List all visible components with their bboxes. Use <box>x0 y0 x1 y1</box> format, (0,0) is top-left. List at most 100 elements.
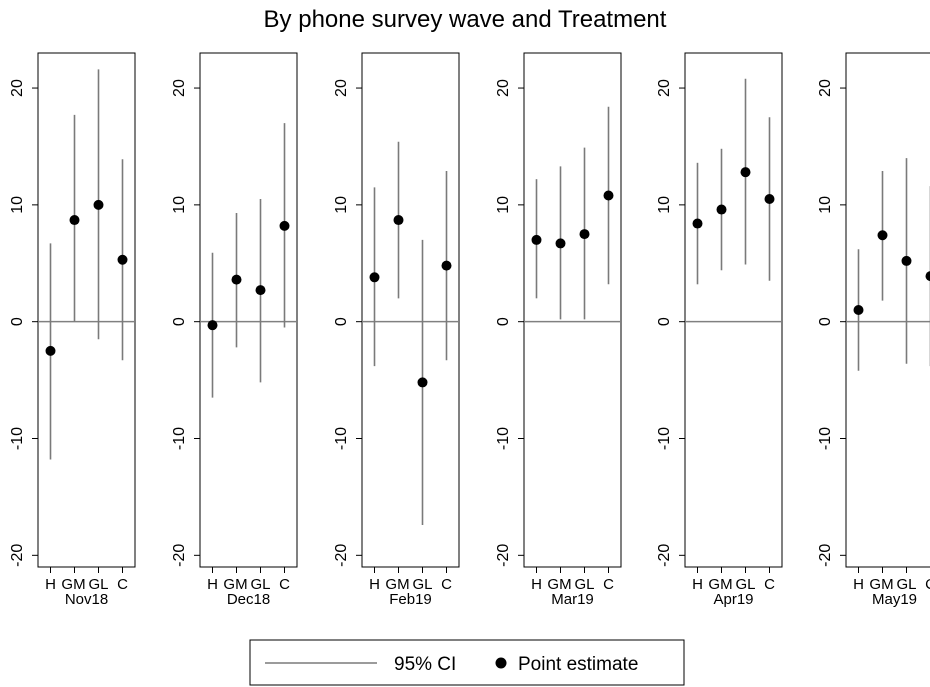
x-tick-label: GL <box>412 576 432 593</box>
x-tick-label: GL <box>250 576 270 593</box>
x-tick-label: GM <box>547 576 571 593</box>
x-tick-label: GL <box>896 576 916 593</box>
y-tick-label: 0 <box>817 317 834 326</box>
y-tick-label: 10 <box>171 196 188 214</box>
y-tick-label: 0 <box>333 317 350 326</box>
wave-label: Dec18 <box>227 591 270 608</box>
y-tick-label: 20 <box>9 79 26 97</box>
point-estimate <box>692 218 703 229</box>
point-estimate <box>417 377 428 388</box>
x-tick-label: C <box>925 576 930 593</box>
y-tick-label: 20 <box>656 79 673 97</box>
y-tick-label: -20 <box>171 544 188 567</box>
point-estimate <box>877 230 888 241</box>
panel-mar19: 20 10 0 -10 -20 H GM GL C Mar19 <box>495 52 622 608</box>
panel-feb19: 20 10 0 -10 -20 H GM GL C Feb19 <box>333 52 460 608</box>
y-tick-label: 0 <box>495 317 512 326</box>
point-estimate <box>93 199 104 210</box>
panel-frame <box>684 52 783 568</box>
x-tick-label: C <box>603 576 614 593</box>
legend-point-label: Point estimate <box>518 654 638 675</box>
point-estimate <box>393 215 404 226</box>
y-tick-label: 10 <box>9 196 26 214</box>
panel-frame <box>523 52 622 568</box>
wave-label: Feb19 <box>389 591 432 608</box>
wave-label: Mar19 <box>551 591 594 608</box>
y-tick-label: -10 <box>656 427 673 450</box>
x-tick-label: GL <box>574 576 594 593</box>
x-tick-label: GL <box>88 576 108 593</box>
y-tick-label: -20 <box>333 544 350 567</box>
y-tick-label: -10 <box>495 427 512 450</box>
y-tick-label: 0 <box>171 317 188 326</box>
panel-apr19: 20 10 0 -10 -20 H GM GL C Apr19 <box>656 52 783 608</box>
x-tick-label: H <box>45 576 56 593</box>
panel-frame <box>845 52 930 568</box>
x-tick-label: GM <box>61 576 85 593</box>
y-tick-label: 0 <box>9 317 26 326</box>
point-estimate <box>369 272 380 283</box>
y-tick-label: 20 <box>171 79 188 97</box>
point-estimate <box>531 234 542 245</box>
x-tick-label: H <box>531 576 542 593</box>
point-estimate <box>740 167 751 178</box>
wave-label: May19 <box>872 591 917 608</box>
panel-nov18: 20 10 0 -10 -20 H GM GL C Nov18 <box>9 52 136 608</box>
y-tick-label: 0 <box>656 317 673 326</box>
wave-label: Apr19 <box>713 591 753 608</box>
panel-dec18: 20 10 0 -10 -20 H GM GL C Dec18 <box>171 52 298 608</box>
y-tick-label: -10 <box>171 427 188 450</box>
x-tick-label: GM <box>708 576 732 593</box>
x-tick-label: GM <box>869 576 893 593</box>
y-tick-label: 10 <box>495 196 512 214</box>
point-estimate <box>279 220 290 231</box>
point-estimate <box>853 305 864 315</box>
y-tick-label: 10 <box>333 196 350 214</box>
y-tick-label: -20 <box>656 544 673 567</box>
x-tick-label: H <box>692 576 703 593</box>
y-tick-label: 10 <box>656 196 673 214</box>
chart-title: By phone survey wave and Treatment <box>264 6 667 33</box>
point-estimate <box>207 320 218 331</box>
x-tick-label: H <box>207 576 218 593</box>
y-tick-label: -10 <box>333 427 350 450</box>
legend-ci-label: 95% CI <box>394 654 456 675</box>
panel-frame <box>361 52 460 568</box>
point-estimate <box>901 255 912 266</box>
x-tick-label: C <box>279 576 290 593</box>
point-estimate <box>764 194 775 205</box>
y-tick-label: -20 <box>9 544 26 567</box>
x-tick-label: GM <box>223 576 247 593</box>
y-tick-label: -20 <box>495 544 512 567</box>
point-estimate <box>579 229 590 240</box>
x-tick-label: GL <box>735 576 755 593</box>
x-tick-label: C <box>117 576 128 593</box>
legend: 95% CI Point estimate <box>249 639 685 686</box>
point-estimate <box>69 215 80 226</box>
point-estimate <box>441 260 452 271</box>
point-estimate <box>925 271 930 282</box>
y-tick-label: 20 <box>333 79 350 97</box>
y-tick-label: -10 <box>817 427 834 450</box>
point-estimate <box>603 190 614 201</box>
x-tick-label: GM <box>385 576 409 593</box>
y-tick-label: 20 <box>495 79 512 97</box>
panel-frame <box>37 52 136 568</box>
x-tick-label: C <box>764 576 775 593</box>
point-estimate <box>716 204 727 215</box>
y-tick-label: 10 <box>817 196 834 214</box>
y-tick-label: -10 <box>9 427 26 450</box>
x-tick-label: H <box>853 576 864 593</box>
point-estimate <box>555 238 566 249</box>
y-tick-label: 20 <box>817 79 834 97</box>
panel-frame <box>199 52 298 568</box>
legend-point-swatch <box>495 657 507 669</box>
point-estimate <box>45 345 56 356</box>
point-estimate <box>255 285 266 296</box>
point-estimate <box>231 274 242 285</box>
point-estimate <box>117 254 128 265</box>
y-tick-label: -20 <box>817 544 834 567</box>
